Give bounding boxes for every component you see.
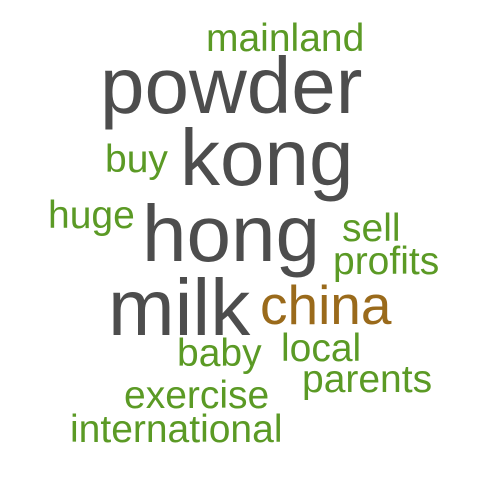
word-powder: powder [100,41,363,130]
word-profits: profits [333,240,440,283]
word-china: china [260,274,392,336]
word-international: international [70,408,283,451]
word-local: local [281,327,362,370]
word-baby: baby [177,332,262,375]
word-parents: parents [302,358,433,401]
word-buy: buy [105,138,168,181]
word-milk: milk [108,263,251,352]
word-hong: hong [142,189,320,278]
word-exercise: exercise [124,374,270,417]
word-mainland: mainland [206,17,365,60]
word-huge: huge [48,194,135,237]
word-sell: sell [342,207,401,250]
word-kong: kong [180,113,354,202]
